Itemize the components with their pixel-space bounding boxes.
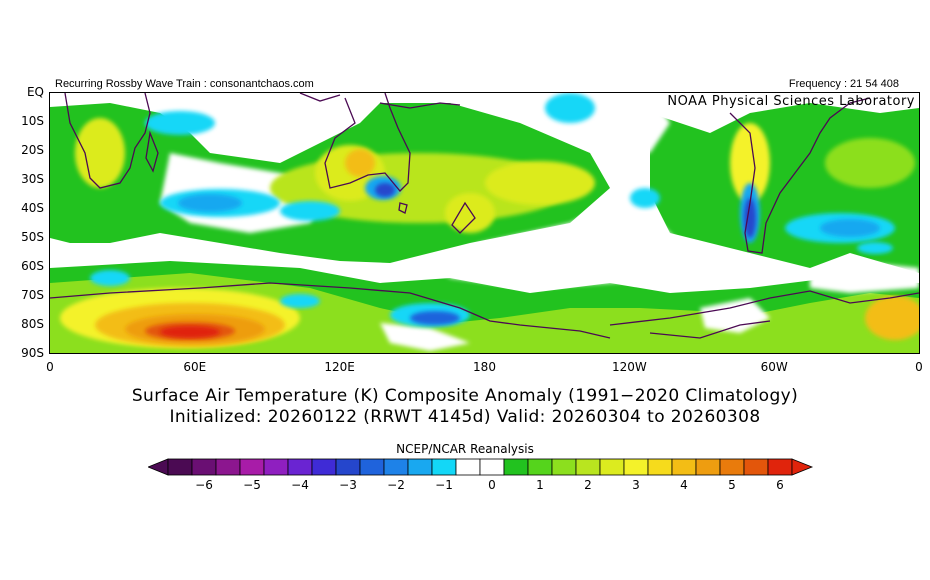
map-watermark: NOAA Physical Sciences Laboratory	[667, 94, 915, 109]
colorbar-segment	[551, 458, 577, 476]
colorbar	[148, 458, 814, 476]
lon-label: 60W	[760, 360, 788, 374]
data-source-label: NCEP/NCAR Reanalysis	[396, 442, 534, 456]
colorbar-tick-label: 5	[728, 478, 736, 492]
colorbar-segment	[767, 458, 793, 476]
lat-label: EQ	[26, 85, 44, 99]
lat-label: 10S	[21, 114, 44, 128]
anomaly-shading	[50, 93, 919, 353]
lon-label: 0	[915, 360, 923, 374]
colorbar-segment	[431, 458, 457, 476]
lat-label: 70S	[21, 288, 44, 302]
colorbar-tick-label: 4	[680, 478, 688, 492]
colorbar-segment	[287, 458, 313, 476]
colorbar-segment	[167, 458, 193, 476]
colorbar-tick-label: 1	[536, 478, 544, 492]
anomaly-map: NOAA Physical Sciences Laboratory	[50, 93, 919, 353]
colorbar-tick-label: −5	[243, 478, 261, 492]
colorbar-tick-label: 0	[488, 478, 496, 492]
colorbar-segment	[383, 458, 409, 476]
colorbar-tick-label: 6	[776, 478, 784, 492]
lat-label: 90S	[21, 346, 44, 360]
colorbar-tick-label: 2	[584, 478, 592, 492]
colorbar-tick-label: −6	[195, 478, 213, 492]
colorbar-segment	[575, 458, 601, 476]
lat-label: 80S	[21, 317, 44, 331]
lat-label: 20S	[21, 143, 44, 157]
colorbar-segment	[455, 458, 481, 476]
colorbar-segment	[215, 458, 241, 476]
lat-label: 30S	[21, 172, 44, 186]
colorbar-segment	[671, 458, 697, 476]
colorbar-tick-label: −1	[435, 478, 453, 492]
lat-label: 50S	[21, 230, 44, 244]
lat-label: 40S	[21, 201, 44, 215]
colorbar-max-arrow	[791, 458, 814, 476]
colorbar-segment	[503, 458, 529, 476]
colorbar-segment	[695, 458, 721, 476]
title-line-1: Surface Air Temperature (K) Composite An…	[131, 386, 799, 406]
colorbar-segment	[335, 458, 361, 476]
lon-label: 60E	[183, 360, 207, 374]
colorbar-segment	[719, 458, 745, 476]
colorbar-segment	[311, 458, 337, 476]
colorbar-min-arrow	[148, 458, 169, 476]
colorbar-segment	[479, 458, 505, 476]
coastlines	[50, 93, 919, 339]
lat-label: 60S	[21, 259, 44, 273]
lon-label: 120W	[611, 360, 647, 374]
lon-label: 0	[46, 360, 54, 374]
header-right-text: Frequency : 21 54 408	[788, 78, 899, 90]
colorbar-segment	[599, 458, 625, 476]
colorbar-segment	[527, 458, 553, 476]
colorbar-tick-label: −2	[387, 478, 405, 492]
colorbar-segment	[407, 458, 433, 476]
colorbar-tick-label: −3	[339, 478, 357, 492]
anomaly-map-svg	[50, 93, 919, 353]
colorbar-segment	[647, 458, 673, 476]
colorbar-segment	[359, 458, 385, 476]
colorbar-tick-label: 3	[632, 478, 640, 492]
colorbar-segment	[263, 458, 289, 476]
colorbar-segment	[743, 458, 769, 476]
lon-label: 120E	[324, 360, 355, 374]
lon-label: 180	[473, 360, 496, 374]
colorbar-segment	[239, 458, 265, 476]
colorbar-tick-label: −4	[291, 478, 309, 492]
title-line-2: Initialized: 20260122 (RRWT 4145d) Valid…	[169, 407, 761, 427]
colorbar-segment	[191, 458, 217, 476]
colorbar-segment	[623, 458, 649, 476]
header-left-text: Recurring Rossby Wave Train : consonantc…	[55, 78, 314, 90]
